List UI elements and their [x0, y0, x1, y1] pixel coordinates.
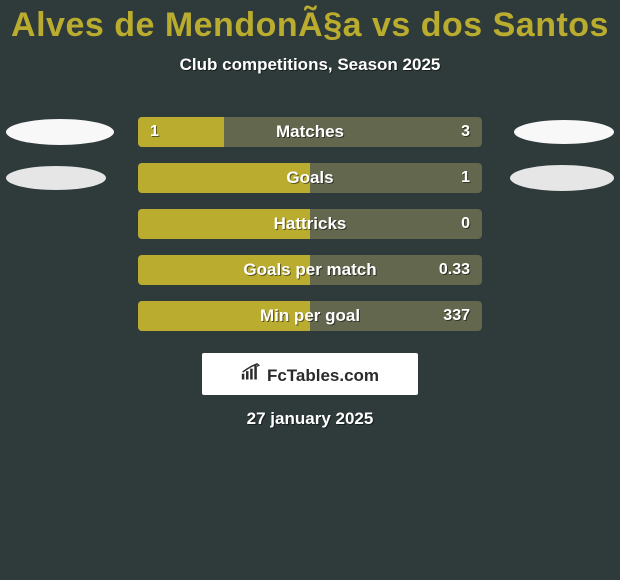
- page-title: Alves de MendonÃ§a vs dos Santos: [0, 0, 620, 45]
- player-left-marker: [6, 166, 106, 190]
- logo: FcTables.com: [241, 363, 379, 386]
- player-right-marker: [510, 165, 614, 191]
- stat-value-right: 0: [461, 215, 470, 233]
- stat-label: Goals per match: [138, 260, 482, 280]
- comparison-chart: Matches13Goals1Hattricks0Goals per match…: [0, 109, 620, 339]
- stat-value-right: 3: [461, 123, 470, 141]
- logo-box: FcTables.com: [202, 353, 418, 395]
- bar-trend-icon: [241, 363, 261, 381]
- date-text: 27 january 2025: [0, 409, 620, 429]
- player-left-marker: [6, 119, 114, 145]
- stat-value-right: 1: [461, 169, 470, 187]
- stat-value-right: 0.33: [439, 261, 470, 279]
- stat-bar: Hattricks0: [138, 209, 482, 239]
- player-right-marker: [514, 120, 614, 144]
- page-subtitle: Club competitions, Season 2025: [0, 55, 620, 75]
- stat-label: Hattricks: [138, 214, 482, 234]
- stat-value-left: 1: [150, 123, 159, 141]
- stat-row: Goals1: [0, 155, 620, 201]
- stat-bar: Goals per match0.33: [138, 255, 482, 285]
- stat-value-right: 337: [443, 307, 470, 325]
- stat-label: Min per goal: [138, 306, 482, 326]
- stat-label: Goals: [138, 168, 482, 188]
- page-root: Alves de MendonÃ§a vs dos Santos Club co…: [0, 0, 620, 580]
- stat-row: Min per goal337: [0, 293, 620, 339]
- stat-label: Matches: [138, 122, 482, 142]
- stat-row: Goals per match0.33: [0, 247, 620, 293]
- logo-text: FcTables.com: [267, 366, 379, 386]
- stat-bar: Goals1: [138, 163, 482, 193]
- stat-bar: Matches1 3: [138, 117, 482, 147]
- stat-row: Hattricks0: [0, 201, 620, 247]
- stat-row: Matches1 3: [0, 109, 620, 155]
- stat-bar: Min per goal337: [138, 301, 482, 331]
